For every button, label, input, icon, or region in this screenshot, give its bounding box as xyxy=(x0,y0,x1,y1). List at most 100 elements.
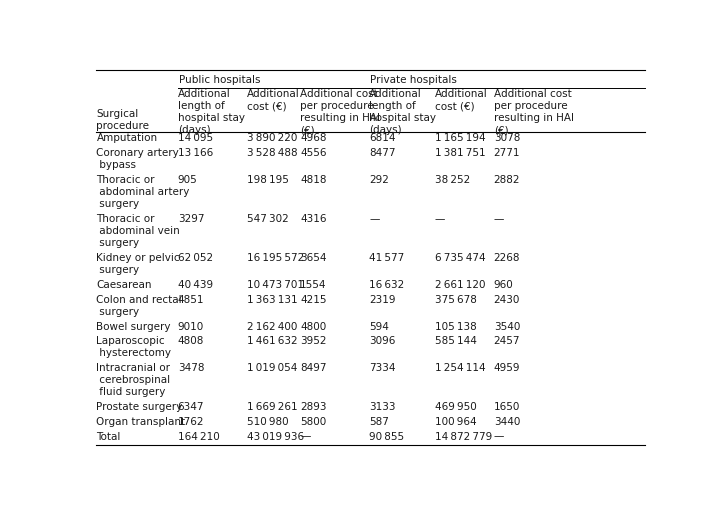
Text: 6814: 6814 xyxy=(369,134,396,143)
Text: 2882: 2882 xyxy=(494,175,521,185)
Text: 2 162 400: 2 162 400 xyxy=(247,322,297,332)
Text: Thoracic or
 abdominal artery
 surgery: Thoracic or abdominal artery surgery xyxy=(96,175,190,209)
Text: 8477: 8477 xyxy=(369,148,396,158)
Text: 1 019 054: 1 019 054 xyxy=(247,363,297,373)
Text: 1 461 632: 1 461 632 xyxy=(247,336,297,346)
Text: Additional cost
per procedure
resulting in HAI
(€): Additional cost per procedure resulting … xyxy=(494,89,574,136)
Text: 10 473 701: 10 473 701 xyxy=(247,280,304,290)
Text: 38 252: 38 252 xyxy=(435,175,470,185)
Text: —: — xyxy=(435,214,445,224)
Text: 6 735 474: 6 735 474 xyxy=(435,253,485,263)
Text: Intracranial or
 cerebrospinal
 fluid surgery: Intracranial or cerebrospinal fluid surg… xyxy=(96,363,171,397)
Text: 5800: 5800 xyxy=(300,417,327,427)
Text: 3654: 3654 xyxy=(300,253,327,263)
Text: 1 381 751: 1 381 751 xyxy=(435,148,485,158)
Text: 4818: 4818 xyxy=(300,175,327,185)
Text: 4808: 4808 xyxy=(177,336,204,346)
Text: 14 872 779: 14 872 779 xyxy=(435,432,492,441)
Text: Public hospitals: Public hospitals xyxy=(179,75,261,85)
Text: 510 980: 510 980 xyxy=(247,417,289,427)
Text: 2893: 2893 xyxy=(300,402,327,412)
Text: Prostate surgery: Prostate surgery xyxy=(96,402,182,412)
Text: Amputation: Amputation xyxy=(96,134,157,143)
Text: Additional cost
per procedure
resulting in HAI
(€): Additional cost per procedure resulting … xyxy=(300,89,380,136)
Text: Bowel surgery: Bowel surgery xyxy=(96,322,171,332)
Text: Coronary artery
 bypass: Coronary artery bypass xyxy=(96,148,180,170)
Text: Surgical
procedure: Surgical procedure xyxy=(96,109,149,132)
Text: Caesarean: Caesarean xyxy=(96,280,152,290)
Text: 1554: 1554 xyxy=(300,280,327,290)
Text: —: — xyxy=(494,214,504,224)
Text: 4959: 4959 xyxy=(494,363,521,373)
Text: 469 950: 469 950 xyxy=(435,402,477,412)
Text: 2 661 120: 2 661 120 xyxy=(435,280,485,290)
Text: 292: 292 xyxy=(369,175,389,185)
Text: Additional
cost (€): Additional cost (€) xyxy=(247,89,299,111)
Text: 2268: 2268 xyxy=(494,253,521,263)
Text: 4851: 4851 xyxy=(177,295,204,305)
Text: 2319: 2319 xyxy=(369,295,396,305)
Text: 4215: 4215 xyxy=(300,295,327,305)
Text: Laparoscopic
 hysterectomy: Laparoscopic hysterectomy xyxy=(96,336,172,358)
Text: 3 528 488: 3 528 488 xyxy=(247,148,297,158)
Text: 6347: 6347 xyxy=(177,402,204,412)
Text: 3952: 3952 xyxy=(300,336,327,346)
Text: Total: Total xyxy=(96,432,121,441)
Text: 2457: 2457 xyxy=(494,336,521,346)
Text: Organ transplant: Organ transplant xyxy=(96,417,185,427)
Text: Additional
cost (€): Additional cost (€) xyxy=(435,89,488,111)
Text: 14 095: 14 095 xyxy=(177,134,213,143)
Text: 90 855: 90 855 xyxy=(369,432,404,441)
Text: 105 138: 105 138 xyxy=(435,322,477,332)
Text: —: — xyxy=(494,432,504,441)
Text: 16 632: 16 632 xyxy=(369,280,404,290)
Text: 3 890 220: 3 890 220 xyxy=(247,134,297,143)
Text: 1 363 131: 1 363 131 xyxy=(247,295,297,305)
Text: 2771: 2771 xyxy=(494,148,521,158)
Text: 2430: 2430 xyxy=(494,295,520,305)
Text: 1650: 1650 xyxy=(494,402,520,412)
Text: 40 439: 40 439 xyxy=(177,280,213,290)
Text: —: — xyxy=(369,214,379,224)
Text: 594: 594 xyxy=(369,322,389,332)
Text: 43 019 936: 43 019 936 xyxy=(247,432,304,441)
Text: 41 577: 41 577 xyxy=(369,253,404,263)
Text: 3297: 3297 xyxy=(177,214,204,224)
Text: 3540: 3540 xyxy=(494,322,520,332)
Text: Private hospitals: Private hospitals xyxy=(370,75,457,85)
Text: 3440: 3440 xyxy=(494,417,520,427)
Text: 960: 960 xyxy=(494,280,513,290)
Text: Additional
length of
hospital stay
(days): Additional length of hospital stay (days… xyxy=(369,89,436,136)
Text: 1 254 114: 1 254 114 xyxy=(435,363,485,373)
Text: Thoracic or
 abdominal vein
 surgery: Thoracic or abdominal vein surgery xyxy=(96,214,180,248)
Text: 4556: 4556 xyxy=(300,148,327,158)
Text: —: — xyxy=(300,432,310,441)
Text: Kidney or pelvic
 surgery: Kidney or pelvic surgery xyxy=(96,253,180,275)
Text: 4968: 4968 xyxy=(300,134,327,143)
Text: 905: 905 xyxy=(177,175,197,185)
Text: 4316: 4316 xyxy=(300,214,327,224)
Text: 4800: 4800 xyxy=(300,322,327,332)
Text: Colon and rectal
 surgery: Colon and rectal surgery xyxy=(96,295,182,316)
Text: 585 144: 585 144 xyxy=(435,336,477,346)
Text: 1 165 194: 1 165 194 xyxy=(435,134,485,143)
Text: 587: 587 xyxy=(369,417,389,427)
Text: 164 210: 164 210 xyxy=(177,432,220,441)
Text: 198 195: 198 195 xyxy=(247,175,289,185)
Text: 3096: 3096 xyxy=(369,336,396,346)
Text: 3078: 3078 xyxy=(494,134,520,143)
Text: 3478: 3478 xyxy=(177,363,204,373)
Text: 62 052: 62 052 xyxy=(177,253,213,263)
Text: 1 669 261: 1 669 261 xyxy=(247,402,297,412)
Text: 3133: 3133 xyxy=(369,402,396,412)
Text: 13 166: 13 166 xyxy=(177,148,213,158)
Text: 16 195 572: 16 195 572 xyxy=(247,253,304,263)
Text: 100 964: 100 964 xyxy=(435,417,476,427)
Text: 1762: 1762 xyxy=(177,417,204,427)
Text: 9010: 9010 xyxy=(177,322,204,332)
Text: 375 678: 375 678 xyxy=(435,295,477,305)
Text: 7334: 7334 xyxy=(369,363,396,373)
Text: 547 302: 547 302 xyxy=(247,214,289,224)
Text: Additional
length of
hospital stay
(days): Additional length of hospital stay (days… xyxy=(177,89,245,136)
Text: 8497: 8497 xyxy=(300,363,327,373)
